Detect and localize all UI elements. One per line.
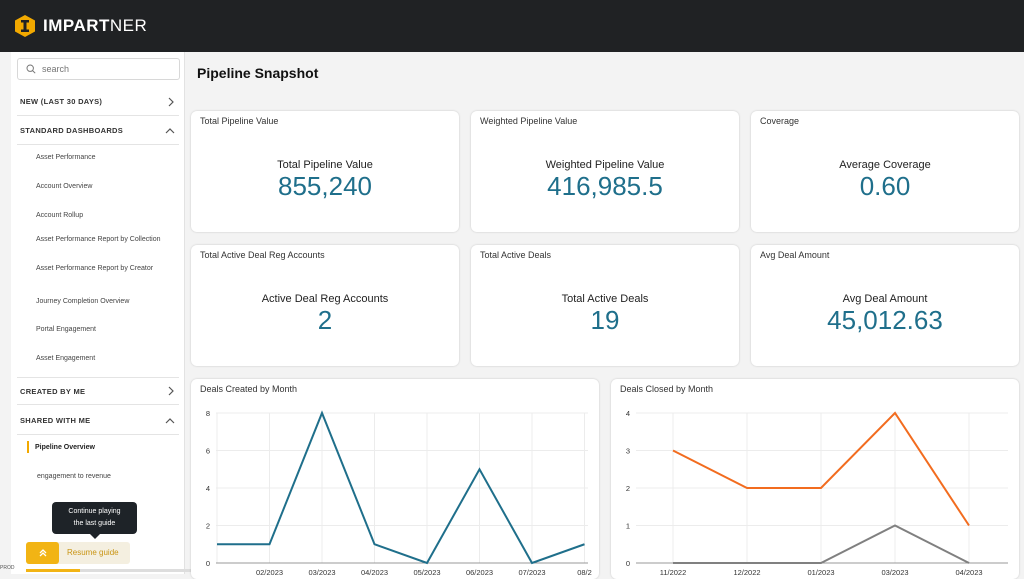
y-tick-label: 0: [626, 559, 630, 568]
y-tick-label: 2: [206, 522, 210, 531]
kpi-value: 45,012.63: [827, 305, 943, 335]
card-title: Coverage: [760, 116, 800, 126]
series-line-1[interactable]: [672, 411, 970, 527]
kpi-value: 0.60: [859, 171, 911, 201]
sidebar-item-engagement-to-revenue[interactable]: engagement to revenue: [37, 473, 111, 480]
page-title: Pipeline Snapshot: [197, 65, 319, 81]
logo-text-bold: IMPART: [43, 16, 110, 35]
chevron-right-icon: [168, 386, 174, 396]
search-input[interactable]: [42, 64, 162, 74]
card-title: Avg Deal Amount: [760, 250, 830, 260]
series-line-2[interactable]: [673, 524, 970, 564]
chart-card-deals-closed: Deals Closed by Month 0 1 2 3 4 11/2022 12/202…: [611, 379, 1019, 579]
x-tick-label: 11/2022: [660, 568, 687, 577]
kpi-label: Total Pipeline Value: [277, 159, 373, 171]
kpi-card-weighted-pipeline-value[interactable]: Weighted Pipeline Value Weighted Pipelin…: [471, 111, 739, 232]
deals-closed-line-chart[interactable]: 0 1 2 3 4 11/2022 12/2022 01/2023 03/2023 04/2023: [611, 379, 1019, 579]
impartner-logo-icon: [13, 14, 37, 38]
y-tick-label: 6: [206, 447, 210, 456]
x-tick-label: 08/2: [577, 568, 592, 577]
kpi-card-total-active-deals[interactable]: Total Active Deals Total Active Deals 19: [471, 245, 739, 366]
sidebar-item-account-rollup[interactable]: Account Rollup: [36, 212, 84, 219]
top-bar: IMPARTNER: [0, 0, 1024, 52]
guide-progress-bar: [26, 569, 226, 572]
guide-tooltip-line-1: Continue playing: [68, 508, 121, 515]
card-title: Total Active Deal Reg Accounts: [200, 250, 325, 260]
sidebar-item-asset-performance-by-collection[interactable]: Asset Performance Report by Collection: [36, 236, 161, 243]
y-tick-label: 1: [626, 522, 630, 531]
card-title: Total Active Deals: [480, 250, 552, 260]
guide-tooltip-line-2: the last guide: [73, 520, 116, 527]
chart-card-deals-created: Deals Created by Month 0 2 4 6 8 02/2023 03/20…: [191, 379, 599, 579]
sidebar: NEW (LAST 30 DAYS) STANDARD DASHBOARDS A…: [11, 52, 185, 574]
kpi-label: Avg Deal Amount: [842, 293, 928, 305]
x-tick-label: 03/2023: [308, 568, 335, 577]
y-tick-label: 8: [206, 409, 210, 418]
section-label: STANDARD DASHBOARDS: [20, 126, 124, 135]
kpi-label: Active Deal Reg Accounts: [261, 293, 389, 305]
x-tick-label: 05/2023: [413, 568, 440, 577]
impartner-logo[interactable]: IMPARTNER: [13, 14, 147, 38]
sidebar-item-pipeline-overview[interactable]: Pipeline Overview: [35, 444, 95, 451]
x-tick-label: 06/2023: [466, 568, 493, 577]
x-tick-label: 12/2022: [733, 568, 760, 577]
kpi-value: 855,240: [278, 171, 372, 201]
chevron-right-icon: [168, 97, 174, 106]
chevron-up-icon: [165, 127, 175, 133]
kpi-value: 19: [590, 305, 620, 335]
x-tick-label: 04/2023: [361, 568, 388, 577]
section-new-last-30-days[interactable]: NEW (LAST 30 DAYS): [17, 88, 179, 116]
sidebar-item-asset-performance[interactable]: Asset Performance: [36, 154, 96, 161]
environment-label: PROD: [0, 565, 15, 571]
x-tick-label: 02/2023: [256, 568, 283, 577]
chart-title: Deals Created by Month: [200, 384, 298, 394]
guide-progress-fill: [26, 569, 80, 572]
kpi-card-active-deal-reg-accounts[interactable]: Total Active Deal Reg Accounts Active De…: [191, 245, 459, 366]
x-tick-label: 03/2023: [881, 568, 908, 577]
search-icon: [26, 64, 36, 74]
guide-tooltip: Continue playing the last guide: [52, 502, 137, 539]
resume-guide-button[interactable]: Resume guide: [26, 542, 130, 564]
kpi-label: Average Coverage: [839, 159, 931, 171]
active-item-indicator: [27, 441, 29, 453]
kpi-value: 2: [317, 305, 333, 335]
y-tick-label: 4: [626, 409, 630, 418]
kpi-value: 416,985.5: [547, 171, 663, 201]
section-label: SHARED WITH ME: [20, 416, 91, 425]
card-title: Total Pipeline Value: [200, 116, 279, 126]
kpi-card-avg-deal-amount[interactable]: Avg Deal Amount Avg Deal Amount 45,012.6…: [751, 245, 1019, 366]
section-standard-dashboards[interactable]: STANDARD DASHBOARDS: [17, 117, 179, 145]
section-label: NEW (LAST 30 DAYS): [20, 97, 103, 106]
y-tick-label: 0: [206, 559, 210, 568]
kpi-label: Weighted Pipeline Value: [545, 159, 665, 171]
section-shared-with-me[interactable]: SHARED WITH ME: [17, 407, 179, 435]
series-line-1[interactable]: [217, 410, 585, 565]
sidebar-item-account-overview[interactable]: Account Overview: [36, 183, 93, 190]
search-box[interactable]: [17, 58, 180, 80]
chart-title: Deals Closed by Month: [620, 384, 714, 394]
kpi-card-total-pipeline-value[interactable]: Total Pipeline Value Total Pipeline Valu…: [191, 111, 459, 232]
y-tick-label: 3: [626, 447, 630, 456]
section-created-by-me[interactable]: CREATED BY ME: [17, 377, 179, 405]
kpi-label: Total Active Deals: [561, 293, 649, 305]
y-tick-label: 2: [626, 484, 630, 493]
deals-created-line-chart[interactable]: 0 2 4 6 8 02/2023 03/2023 04/2023 05/2023 06/2023…: [191, 379, 599, 579]
x-tick-label: 04/2023: [955, 568, 982, 577]
x-tick-label: 01/2023: [807, 568, 834, 577]
sidebar-item-portal-engagement[interactable]: Portal Engagement: [36, 326, 96, 333]
kpi-card-coverage[interactable]: Coverage Average Coverage 0.60: [751, 111, 1019, 232]
logo-text-thin: NER: [109, 16, 148, 35]
x-tick-label: 07/2023: [518, 568, 545, 577]
card-title: Weighted Pipeline Value: [480, 116, 578, 126]
sidebar-item-journey-completion-overview[interactable]: Journey Completion Overview: [36, 298, 130, 305]
section-label: CREATED BY ME: [20, 386, 86, 396]
sidebar-item-asset-performance-by-creator[interactable]: Asset Performance Report by Creator: [36, 265, 154, 272]
double-chevron-up-icon[interactable]: [26, 542, 59, 564]
sidebar-item-asset-engagement[interactable]: Asset Engagement: [36, 355, 96, 362]
resume-guide-label: Resume guide: [67, 548, 119, 557]
y-tick-label: 4: [206, 484, 210, 493]
chevron-up-icon: [165, 417, 175, 423]
